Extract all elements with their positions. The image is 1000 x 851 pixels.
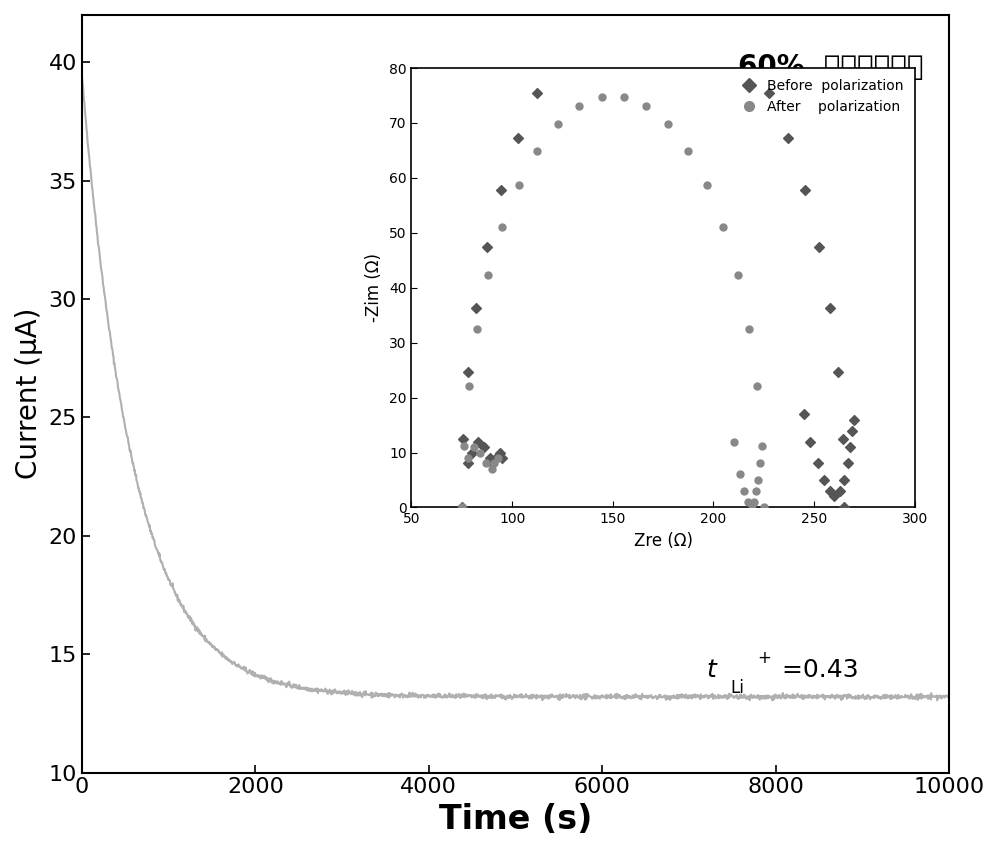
Text: +: + — [757, 648, 771, 666]
Text: =0.43: =0.43 — [774, 658, 859, 682]
Text: $t$: $t$ — [706, 658, 719, 682]
X-axis label: Time (s): Time (s) — [439, 803, 592, 836]
Text: 60%  硼酸侧链键接: 60% 硼酸侧链键接 — [738, 53, 923, 81]
Y-axis label: Current (μA): Current (μA) — [15, 308, 43, 479]
Text: Li: Li — [731, 679, 745, 697]
